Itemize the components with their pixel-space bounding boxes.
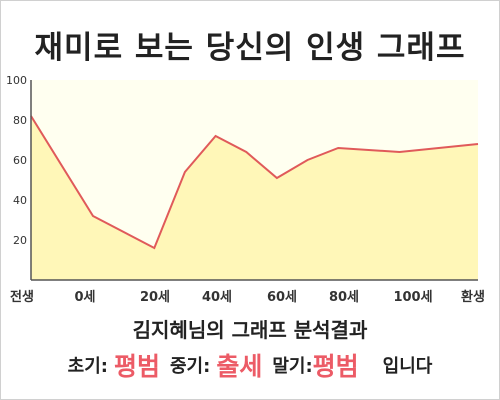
analysis-subtitle: 김지혜님의 그래프 분석결과: [132, 318, 368, 342]
x-tick-label: 60세: [267, 290, 297, 305]
y-tick-label: 40: [13, 194, 27, 207]
middle-label: 중기:: [169, 356, 211, 377]
x-tick-label: 20세: [140, 290, 170, 305]
late-label: 말기:: [272, 356, 313, 377]
y-tick-label: 100: [6, 74, 27, 87]
x-tick-label: 80세: [329, 290, 359, 305]
x-axis-tick-labels: 전생 0세 20세 40세 60세 80세 100세 환생: [10, 289, 485, 305]
analysis-summary: 초기: 평범 중기: 출세 말기: 평범 입니다: [0, 348, 500, 382]
y-tick-label: 80: [13, 114, 27, 127]
x-tick-label: 전생: [10, 289, 34, 305]
x-tick-label: 0세: [74, 290, 95, 305]
y-tick-label: 60: [13, 154, 27, 167]
x-tick-label: 100세: [393, 290, 432, 305]
early-label: 초기:: [67, 356, 108, 377]
late-value: 평범: [312, 352, 359, 381]
life-graph-line: [30, 115, 479, 250]
x-tick-label: 40세: [202, 290, 232, 305]
ending-text: 입니다: [382, 356, 433, 377]
x-tick-label: 환생: [461, 289, 485, 305]
early-value: 평범: [113, 352, 160, 381]
life-graph-area: [31, 116, 478, 280]
middle-value: 출세: [216, 352, 263, 381]
chart-title: 재미로 보는 당신의 인생 그래프: [34, 30, 466, 66]
y-tick-label: 20: [13, 234, 27, 247]
y-axis-tick-labels: 20 40 60 80 100: [6, 74, 27, 247]
